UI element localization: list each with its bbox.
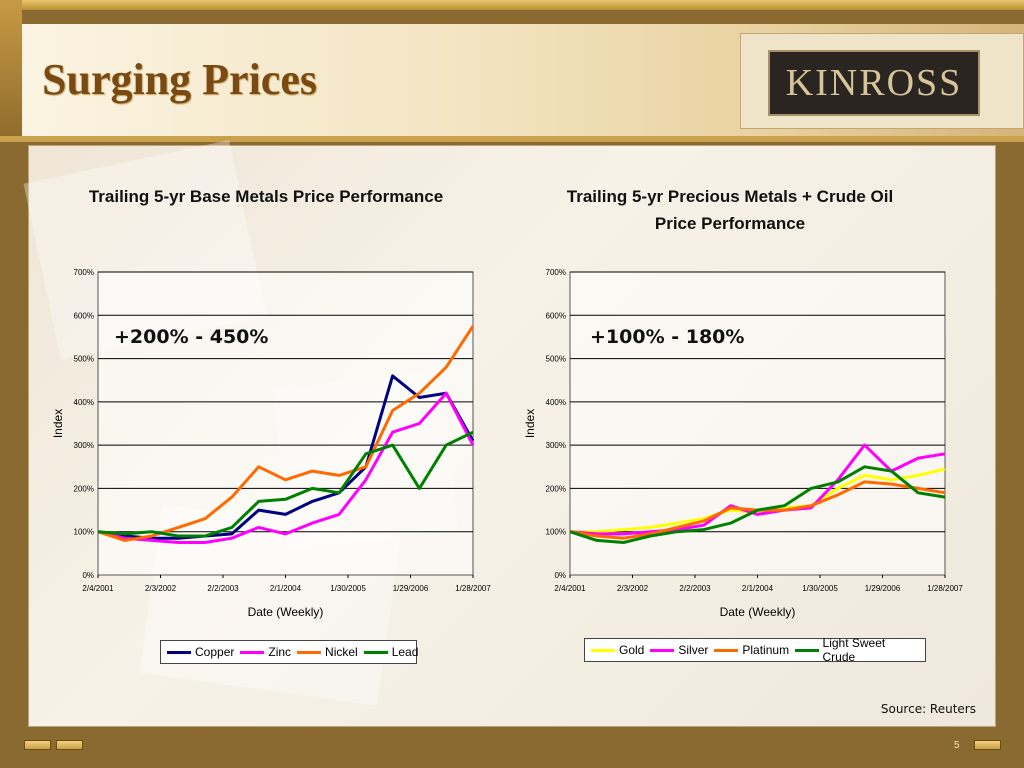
legend-item: Copper [167,645,234,659]
legend-label: Silver [678,643,709,657]
y-tick-label: 700% [546,268,566,277]
legend-swatch [650,648,675,652]
footer-tab [974,740,1001,750]
series-line-zinc [97,391,475,544]
y-axis-title: Index [51,409,65,438]
y-tick-label: 0% [82,571,94,580]
y-tick-label: 400% [546,398,566,407]
legend-label: Platinum [742,643,790,657]
legend-label: Light Sweet Crude [822,636,886,664]
y-tick-label: 500% [74,355,94,364]
legend-swatch [591,648,615,652]
base-metals-chart: 0% 100% 200% 300% 400% 500% 600% 700% 2/4/2001 2/… [51,268,491,619]
legend-label: Copper [195,645,235,659]
legend-item: Platinum [714,643,789,657]
x-axis-title: Date (Weekly) [720,605,796,619]
chart2-annotation: +100% - 180% [590,326,745,348]
x-tick-label: 1/29/2006 [865,584,901,593]
x-tick-label: 2/1/2004 [270,584,302,593]
footer-band [0,737,1024,768]
y-tick-label: 100% [74,528,94,537]
legend-swatch [167,650,191,654]
legend-swatch [240,650,265,654]
series-line-silver [569,443,946,536]
y-tick-label: 700% [74,268,94,277]
plot-area [97,271,474,576]
y-tick-label: 600% [74,311,94,320]
x-tick-label: 2/2/2003 [207,584,239,593]
source-note: Source: Reuters [880,702,976,716]
y-tick-label: 500% [546,355,566,364]
y-tick-label: 300% [546,441,566,450]
series-line-gold [570,467,946,534]
legend-swatch [363,650,388,654]
chart1-title: Trailing 5-yr Base Metals Price Performa… [88,187,444,206]
chart1-legend: Copper Zinc Nickel Lead [160,640,419,664]
x-tick-label: 2/3/2002 [145,584,177,593]
x-tick-label: 1/30/2005 [802,584,838,593]
x-tick-label: 1/30/2005 [330,584,366,593]
x-axis-title: Date (Weekly) [248,605,324,619]
series-line-light-sweet-crude [569,465,946,544]
slide-title: Surging Prices [42,55,317,104]
footer-tab [24,740,51,750]
x-tick-label: 1/28/2007 [927,584,963,593]
y-tick-label: 200% [546,484,566,493]
chart2-title: Trailing 5-yr Precious Metals + Crude Oi… [566,187,894,233]
y-tick-label: 600% [546,311,566,320]
x-tick-label: 2/4/2001 [82,584,114,593]
y-tick-label: 300% [74,441,94,450]
legend-swatch [714,648,739,652]
y-tick-label: 200% [74,484,94,493]
x-tick-label: 2/3/2002 [617,584,649,593]
top-gold-bar [0,0,1024,10]
x-tick-label: 1/28/2007 [455,584,491,593]
legend-item: Zinc [240,645,291,659]
precious-metals-chart: 0% 100% 200% 300% 400% 500% 600% 700% 2/4/2001 2/… [523,268,963,619]
legend-item: Gold [591,643,644,657]
y-tick-label: 400% [74,398,94,407]
series-line-lead [97,430,474,538]
x-tick-label: 1/29/2006 [393,584,429,593]
page-number: 5 [954,740,960,751]
chart1-annotation: +200% - 450% [114,326,269,348]
y-axis-title: Index [523,409,537,438]
kinross-logo: KINROSS [768,50,980,116]
legend-item: Nickel [297,645,358,659]
legend-swatch [795,648,819,652]
y-tick-label: 0% [554,571,566,580]
chart2-legend: Gold Silver Platinum Light Sweet Crude [584,636,926,664]
series-line-copper [97,374,475,540]
legend-item: Light Sweet Crude [795,636,919,664]
footer-tab [56,740,83,750]
header-divider [0,136,1024,142]
header-left-strip [0,0,22,140]
legend-label: Nickel [325,645,358,659]
legend-label: Zinc [268,645,292,659]
legend-item: Lead [363,645,419,659]
legend-label: Lead [391,645,419,659]
legend-label: Gold [619,643,645,657]
x-tick-label: 2/1/2004 [742,584,774,593]
legend-item: Silver [650,643,708,657]
x-tick-label: 2/4/2001 [554,584,586,593]
x-tick-label: 2/2/2003 [679,584,711,593]
y-tick-label: 100% [546,528,566,537]
legend-swatch [297,650,322,654]
